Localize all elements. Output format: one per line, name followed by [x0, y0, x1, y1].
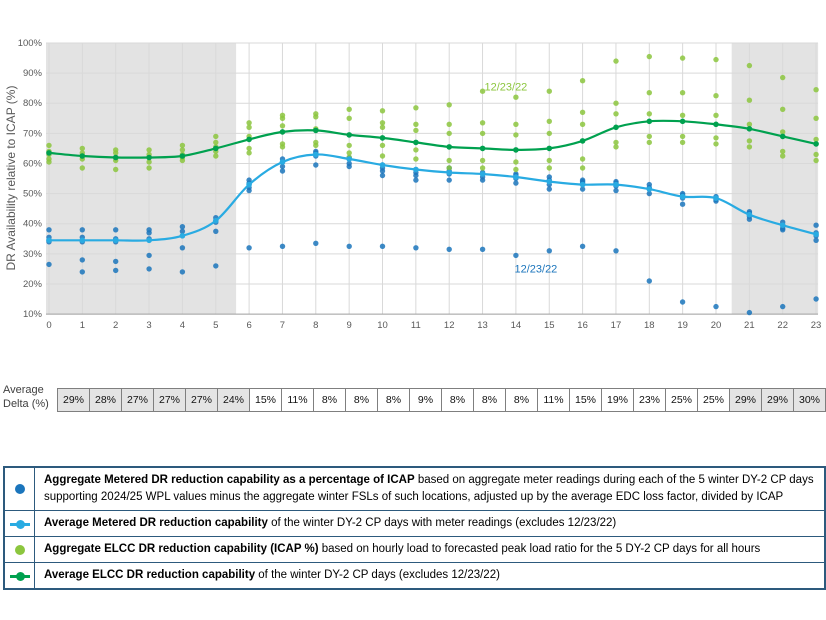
green-dot-icon — [14, 544, 25, 555]
delta-cell-hour-17: 19% — [601, 388, 634, 412]
svg-text:90%: 90% — [23, 68, 43, 79]
delta-cell-hour-23: 30% — [793, 388, 826, 412]
delta-cell-hour-4: 27% — [185, 388, 218, 412]
average-delta-table: Average Delta (%) 29% 28% 27% 27% 27% 24% 15% 1… — [0, 380, 826, 420]
svg-text:0: 0 — [46, 320, 51, 331]
legend-icon-cell — [5, 511, 35, 536]
average-delta-cells: 29% 28% 27% 27% 27% 24% 15% 11% 8% 8% 8% 9% 8% 8% 8% 11… — [57, 388, 826, 412]
svg-text:100%: 100% — [18, 38, 43, 49]
metered-average-line — [46, 151, 819, 244]
legend-icon-cell — [5, 563, 35, 588]
svg-text:17: 17 — [611, 320, 622, 331]
legend-row-text: Aggregate ELCC DR reduction capability (… — [44, 543, 761, 555]
delta-cell-hour-0: 29% — [57, 388, 90, 412]
svg-text:16: 16 — [577, 320, 588, 331]
svg-text:9: 9 — [347, 320, 352, 331]
delta-cell-hour-21: 29% — [729, 388, 762, 412]
blue-dot-icon — [14, 484, 25, 494]
svg-text:2: 2 — [113, 320, 118, 331]
percent-gridlines — [46, 42, 818, 315]
delta-cell-hour-12: 8% — [441, 388, 474, 412]
dr-availability-chart: 100% 90% 80% 70% 60% 50% 40% 30% 20% 10% 0 1 2 3 4 5 6 7 8… — [4, 38, 821, 331]
elcc-average-line — [46, 118, 819, 161]
legend-row-text: Aggregate Metered DR reduction capabilit… — [44, 474, 814, 503]
svg-text:18: 18 — [644, 320, 655, 331]
svg-text:1: 1 — [80, 320, 85, 331]
svg-text:8: 8 — [313, 320, 318, 331]
delta-cell-hour-5: 24% — [217, 388, 250, 412]
delta-cell-hour-9: 8% — [345, 388, 378, 412]
green-line-marker-icon — [9, 571, 30, 581]
average-delta-label-line1: Average — [3, 384, 44, 396]
delta-cell-hour-18: 23% — [633, 388, 666, 412]
delta-cell-hour-1: 28% — [89, 388, 122, 412]
svg-text:21: 21 — [744, 320, 755, 331]
legend-row-3: Average ELCC DR reduction capability of … — [5, 562, 824, 588]
svg-text:6: 6 — [246, 320, 251, 331]
delta-cell-hour-6: 15% — [249, 388, 282, 412]
svg-text:14: 14 — [511, 320, 522, 331]
legend-row-1: Average Metered DR reduction capability … — [5, 510, 824, 536]
svg-text:13: 13 — [477, 320, 488, 331]
average-delta-label: Average Delta (%) — [3, 383, 57, 411]
shaded-offpeak-bands — [46, 43, 819, 315]
chart-plot: 100%90%80%70%60%50%40%30%20%10%0 1 2 3 4 5 6 7 8… — [4, 38, 821, 331]
delta-cell-hour-2: 27% — [121, 388, 154, 412]
svg-text:10%: 10% — [23, 309, 43, 320]
svg-text:7: 7 — [280, 320, 285, 331]
svg-text:12: 12 — [444, 320, 455, 331]
delta-cell-hour-22: 29% — [761, 388, 794, 412]
svg-text:20: 20 — [711, 320, 722, 331]
delta-cell-hour-8: 8% — [313, 388, 346, 412]
svg-text:20%: 20% — [23, 279, 43, 290]
svg-text:80%: 80% — [23, 98, 43, 109]
legend-row-2: Aggregate ELCC DR reduction capability (… — [5, 536, 824, 562]
delta-cell-hour-11: 9% — [409, 388, 442, 412]
delta-cell-hour-20: 25% — [697, 388, 730, 412]
average-delta-label-line2: Delta (%) — [3, 398, 49, 410]
blue-line-marker-icon — [9, 519, 30, 529]
annotation-12-23-22-blue: 12/23/22 — [514, 263, 557, 275]
chart-legend: Aggregate Metered DR reduction capabilit… — [3, 466, 826, 590]
delta-cell-hour-16: 15% — [569, 388, 602, 412]
svg-text:19: 19 — [677, 320, 688, 331]
legend-icon-cell — [5, 468, 35, 510]
svg-text:60%: 60% — [23, 159, 43, 170]
delta-cell-hour-7: 11% — [281, 388, 314, 412]
svg-text:70%: 70% — [23, 128, 43, 139]
y-tick-labels: 100% 90% 80% 70% 60% 50% 40% 30% 20% 10% — [18, 38, 43, 320]
svg-text:22: 22 — [777, 320, 788, 331]
legend-row-0: Aggregate Metered DR reduction capabilit… — [5, 468, 824, 510]
svg-text:10: 10 — [377, 320, 388, 331]
delta-cell-hour-3: 27% — [153, 388, 186, 412]
legend-row-text: Average ELCC DR reduction capability of … — [44, 569, 500, 581]
svg-text:11: 11 — [411, 320, 421, 331]
svg-text:5: 5 — [213, 320, 218, 331]
delta-cell-hour-13: 8% — [473, 388, 506, 412]
svg-text:3: 3 — [146, 320, 151, 331]
svg-text:40%: 40% — [23, 219, 43, 230]
annotation-12-23-22-green: 12/23/22 — [484, 82, 527, 94]
svg-text:50%: 50% — [23, 189, 43, 200]
svg-text:30%: 30% — [23, 249, 43, 260]
delta-cell-hour-15: 11% — [537, 388, 570, 412]
delta-cell-hour-10: 8% — [377, 388, 410, 412]
delta-cell-hour-14: 8% — [505, 388, 538, 412]
legend-row-text: Average Metered DR reduction capability … — [44, 517, 617, 529]
svg-text:15: 15 — [544, 320, 555, 331]
x-tick-labels: 0 1 2 3 4 5 6 7 8 9 10 11 12 13 14 15 16 17 18 19 20 21 22 23 — [46, 320, 821, 331]
delta-cell-hour-19: 25% — [665, 388, 698, 412]
legend-icon-cell — [5, 537, 35, 562]
svg-text:4: 4 — [180, 320, 185, 331]
y-axis-title: DR Availability relative to ICAP (%) — [4, 86, 18, 271]
svg-text:23: 23 — [811, 320, 822, 331]
